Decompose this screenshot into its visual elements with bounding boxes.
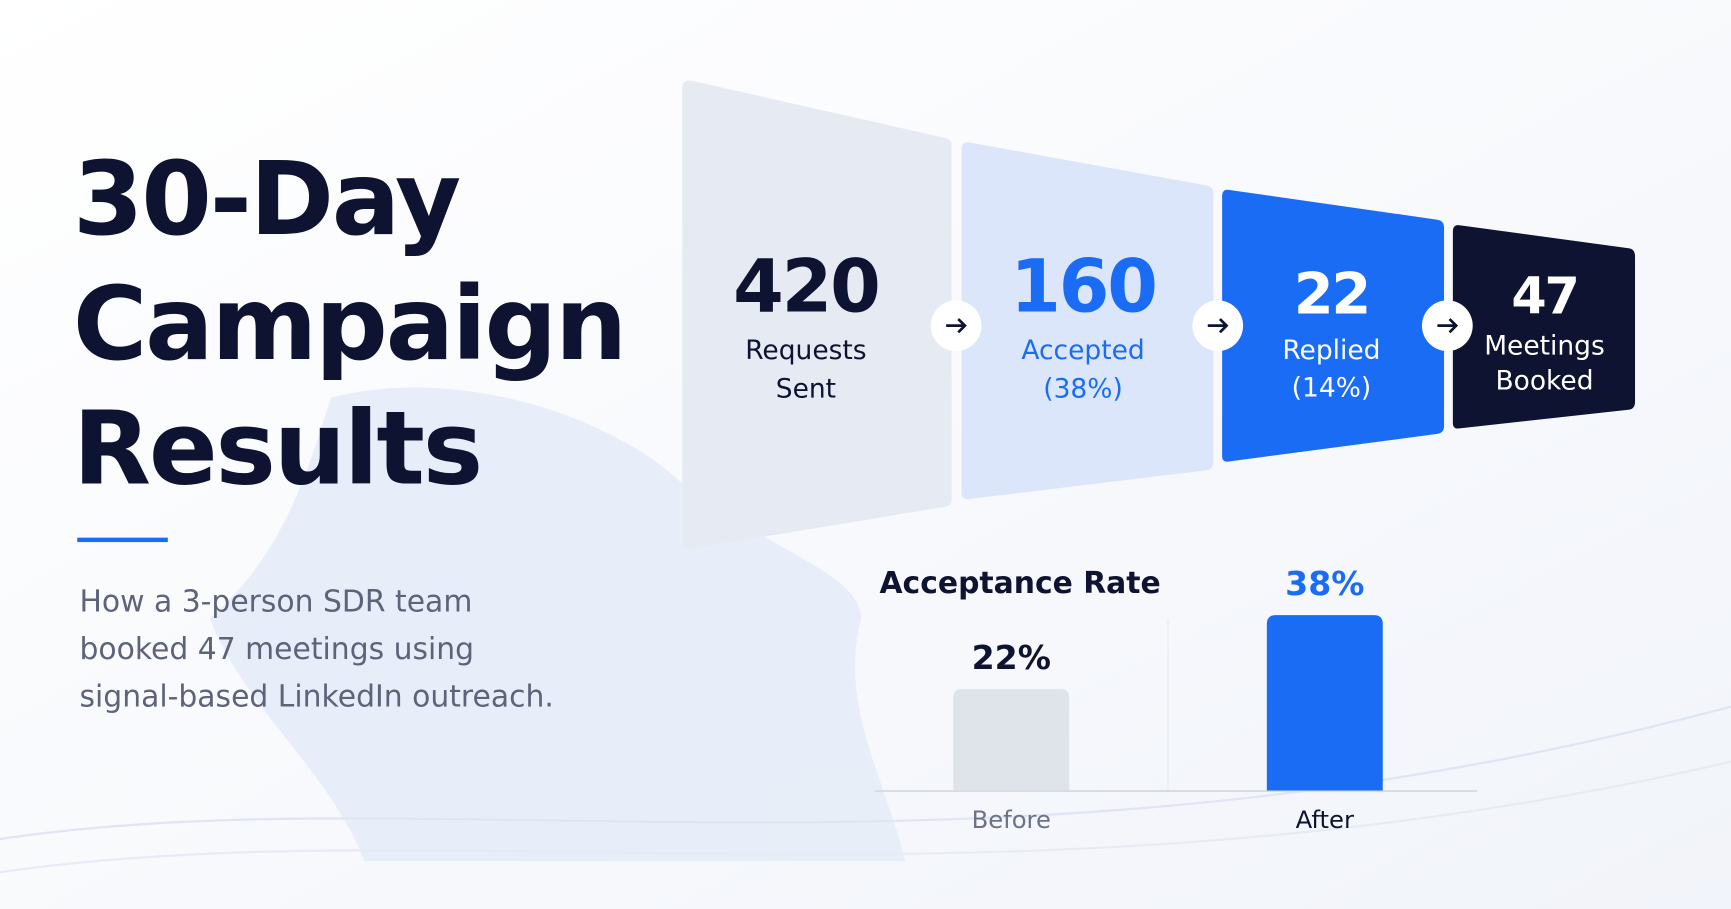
funnel-panel	[961, 142, 1214, 500]
stage-label: Replied	[1282, 335, 1380, 366]
subtitle-line: booked 47 meetings using	[79, 632, 474, 667]
arrow	[930, 300, 982, 352]
stage-value: 22	[1294, 261, 1369, 328]
stage-label: Accepted	[1021, 335, 1144, 366]
stage-label: Sent	[776, 373, 836, 404]
stage-value: 420	[733, 244, 878, 329]
funnel-panel	[1452, 225, 1636, 429]
accent-rule	[77, 537, 168, 543]
funnel-panel	[1222, 189, 1445, 462]
bar	[953, 688, 1070, 791]
stage-label: Booked	[1495, 366, 1593, 397]
bar	[1266, 615, 1383, 791]
title: 30-Day Campaign Results	[73, 140, 627, 508]
title-line: 30-Day	[73, 140, 460, 258]
chart-title: Acceptance Rate	[879, 566, 1160, 601]
bar-chart: Acceptance Rate 22% Before 38% After	[874, 564, 1478, 834]
stage-value: 47	[1511, 267, 1577, 326]
funnel: 420 Requests Sent 160 Accepted (38%) 22 …	[682, 80, 1636, 549]
arrow	[1192, 300, 1244, 352]
value-label: 38%	[1285, 564, 1364, 603]
decor-wave	[0, 705, 1731, 841]
category-label: After	[1296, 805, 1354, 834]
funnel-panel	[682, 80, 952, 549]
title-line: Campaign	[73, 265, 625, 383]
decor-blob	[209, 387, 906, 862]
title-line: Results	[73, 390, 481, 508]
stage-label: (14%)	[1292, 372, 1372, 403]
subtitle-line: signal-based LinkedIn outreach.	[79, 680, 553, 715]
category-label: Before	[972, 805, 1051, 834]
subtitle-line: How a 3-person SDR team	[79, 585, 472, 620]
value-label: 22%	[972, 638, 1051, 677]
stage-label: Meetings	[1484, 330, 1605, 361]
stage-label: (38%)	[1043, 373, 1123, 404]
arrow	[1421, 300, 1473, 352]
stage-label: Requests	[745, 335, 866, 366]
decor-wave	[0, 760, 1731, 874]
stage-value: 160	[1010, 244, 1155, 329]
